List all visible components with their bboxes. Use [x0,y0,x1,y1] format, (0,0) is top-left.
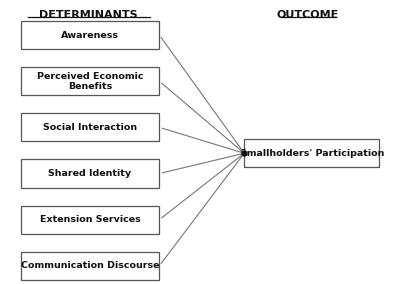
Text: DETERMINANTS: DETERMINANTS [39,11,138,20]
FancyBboxPatch shape [21,67,160,95]
Text: Extension Services: Extension Services [40,215,140,224]
FancyBboxPatch shape [21,113,160,141]
Text: Awareness: Awareness [61,31,119,40]
Text: Communication Discourse: Communication Discourse [21,261,159,270]
Text: Shared Identity: Shared Identity [48,169,132,178]
Text: OUTCOME: OUTCOME [277,11,339,20]
FancyBboxPatch shape [21,159,160,187]
FancyBboxPatch shape [21,252,160,280]
FancyBboxPatch shape [21,206,160,234]
Text: Perceived Economic
Benefits: Perceived Economic Benefits [37,72,143,91]
FancyBboxPatch shape [244,139,379,167]
Text: Smallholders' Participation: Smallholders' Participation [240,149,384,158]
FancyBboxPatch shape [21,21,160,49]
Text: Social Interaction: Social Interaction [43,123,137,132]
